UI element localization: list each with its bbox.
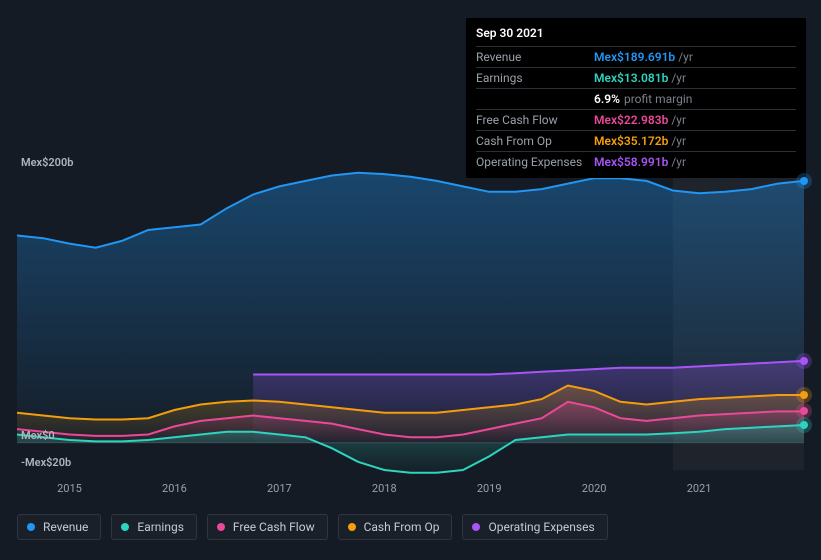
tooltip-row-unit: /yr [671,111,686,129]
y-tick-label: -Mex$20b [21,456,71,469]
tooltip-margin-value: 6.9% [594,90,620,108]
x-tick-label: 2020 [582,482,607,495]
legend-item-label: Cash From Op [364,520,440,534]
chart-legend: Revenue Earnings Free Cash Flow Cash Fro… [17,514,608,540]
end-dot-fcf [800,407,808,415]
tooltip-row-unit: /yr [678,48,693,66]
y-tick-label: Mex$200b [21,156,73,169]
end-dot-earnings [800,421,808,429]
x-tick-label: 2018 [372,482,397,495]
tooltip-date: Sep 30 2021 [476,24,796,42]
tooltip-row: Operating Expenses Mex$58.991b /yr [476,151,796,172]
legend-item-label: Operating Expenses [488,520,594,534]
legend-item-cashop[interactable]: Cash From Op [338,514,453,540]
legend-item-earnings[interactable]: Earnings [111,514,197,540]
tooltip-row: Free Cash Flow Mex$22.983b /yr [476,109,796,130]
tooltip-row-value: Mex$22.983b [594,111,668,129]
end-dot-opex [800,357,808,365]
tooltip-row-value: Mex$35.172b [594,132,668,150]
legend-item-opex[interactable]: Operating Expenses [462,514,607,540]
y-tick-label: Mex$0 [21,429,55,442]
tooltip-row: Earnings Mex$13.081b /yr [476,67,796,88]
legend-item-label: Earnings [137,520,184,534]
tooltip-margin-label: profit margin [624,90,692,108]
chart-tooltip: Sep 30 2021 Revenue Mex$189.691b /yr Ear… [466,18,806,178]
tooltip-row-label: Revenue [476,48,594,66]
end-dot-revenue [800,177,808,185]
tooltip-row-value: Mex$189.691b [594,48,675,66]
legend-item-fcf[interactable]: Free Cash Flow [207,514,328,540]
tooltip-rows: Revenue Mex$189.691b /yr Earnings Mex$13… [476,46,796,172]
tooltip-row-unit: /yr [671,132,686,150]
legend-dot-icon [348,523,356,531]
x-tick-label: 2016 [162,482,187,495]
legend-dot-icon [27,523,35,531]
legend-item-label: Free Cash Flow [233,520,315,534]
tooltip-row: Cash From Op Mex$35.172b /yr [476,130,796,151]
x-tick-label: 2021 [687,482,712,495]
tooltip-row-label: Free Cash Flow [476,111,594,129]
legend-dot-icon [217,523,225,531]
x-tick-label: 2019 [477,482,502,495]
legend-item-revenue[interactable]: Revenue [17,514,101,540]
x-tick-label: 2017 [267,482,292,495]
tooltip-row-label: Cash From Op [476,132,594,150]
x-tick-label: 2015 [57,482,82,495]
legend-dot-icon [121,523,129,531]
legend-dot-icon [472,523,480,531]
tooltip-row: Revenue Mex$189.691b /yr [476,46,796,67]
tooltip-row-label: Operating Expenses [476,153,594,171]
tooltip-row-label: Earnings [476,69,594,87]
tooltip-row-unit: /yr [671,153,686,171]
tooltip-row-value: Mex$58.991b [594,153,668,171]
tooltip-row-unit: /yr [671,69,686,87]
tooltip-row-value: Mex$13.081b [594,69,668,87]
tooltip-margin-row: 6.9% profit margin [476,88,796,109]
legend-item-label: Revenue [43,520,88,534]
end-dot-cashop [800,391,808,399]
